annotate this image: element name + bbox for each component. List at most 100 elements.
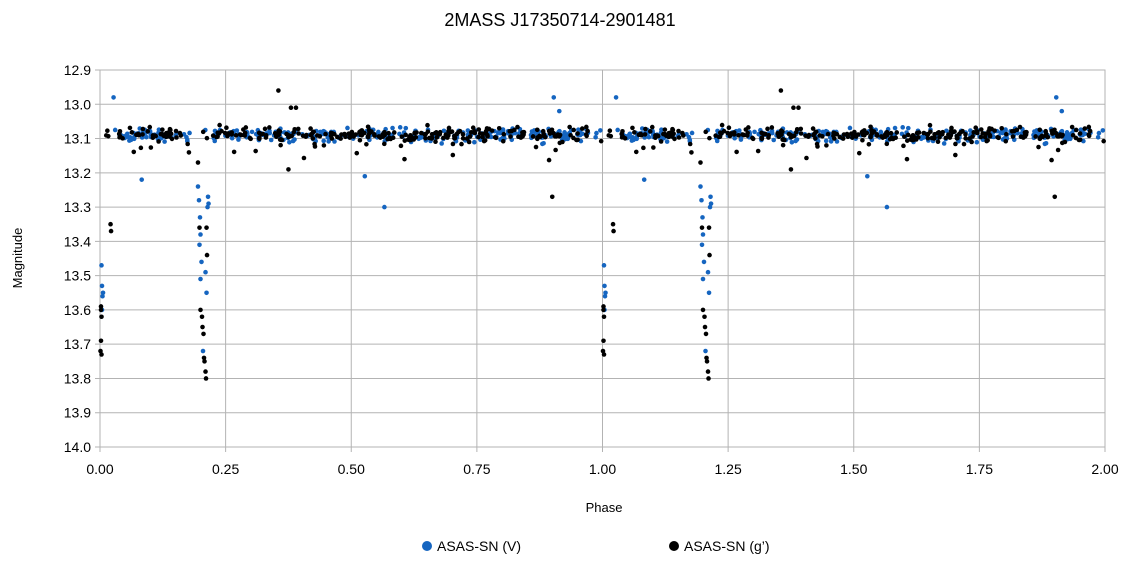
data-point-g <box>982 134 988 140</box>
data-point-g <box>160 127 165 132</box>
data-point-g <box>791 105 796 110</box>
data-point-v <box>593 135 598 140</box>
data-point-g <box>450 141 456 147</box>
data-point-g <box>168 131 174 137</box>
data-point-v <box>1095 135 1101 140</box>
data-point-g <box>970 134 975 139</box>
data-point-g <box>201 355 207 361</box>
data-point-g <box>963 136 968 141</box>
data-point-g <box>731 130 737 135</box>
data-point-g <box>703 331 709 337</box>
data-point-g <box>571 127 577 133</box>
data-point-g <box>971 130 977 135</box>
data-point-g <box>224 125 229 130</box>
data-point-g <box>477 131 483 136</box>
data-point-g <box>117 128 123 134</box>
data-point-v <box>439 141 444 146</box>
data-point-v <box>700 232 706 237</box>
data-point-g <box>516 134 521 140</box>
data-point-v <box>332 139 337 144</box>
data-point-g <box>943 135 949 141</box>
data-point-g <box>168 127 173 133</box>
data-point-g <box>99 352 104 357</box>
data-point-g <box>583 132 589 137</box>
data-point-g <box>601 338 606 344</box>
data-point-g <box>869 131 875 136</box>
data-point-g <box>156 139 161 144</box>
data-point-g <box>358 132 363 138</box>
data-point-g <box>202 359 207 364</box>
data-point-v <box>834 139 840 144</box>
data-point-v <box>865 173 870 179</box>
data-point-g <box>852 129 857 135</box>
data-point-g <box>229 130 235 135</box>
data-point-g <box>1056 134 1062 139</box>
data-point-v <box>100 290 106 296</box>
data-point-v <box>556 108 562 114</box>
data-point-g <box>500 138 506 144</box>
data-point-g <box>1055 147 1061 153</box>
y-tick-labels: 12.9 13.0 13.1 13.2 13.3 13.4 13.5 13.6 13.7 13.8… <box>64 62 91 455</box>
data-point-g <box>759 135 765 140</box>
data-point-g <box>619 135 625 140</box>
data-point-g <box>450 152 456 158</box>
data-point-g <box>423 135 428 141</box>
data-point-g <box>904 156 910 162</box>
data-point-g <box>364 141 369 147</box>
data-point-g <box>233 133 239 138</box>
data-point-g <box>291 129 297 135</box>
data-point-g <box>429 135 435 140</box>
data-point-v <box>111 95 116 100</box>
data-point-g <box>204 252 210 258</box>
data-point-g <box>105 133 111 139</box>
data-point-g <box>335 134 340 140</box>
data-point-v <box>198 276 203 282</box>
data-point-g <box>1014 127 1020 133</box>
data-point-g <box>460 132 466 137</box>
data-point-v <box>1043 140 1049 146</box>
data-point-g <box>860 137 865 143</box>
data-point-g <box>547 131 553 136</box>
data-point-g <box>288 105 294 110</box>
data-point-v <box>771 137 777 143</box>
data-point-v <box>200 348 206 354</box>
data-point-g <box>148 145 154 150</box>
data-point-g <box>574 137 579 143</box>
data-point-g <box>150 135 156 141</box>
data-point-g <box>954 133 960 139</box>
data-point-v <box>689 130 695 136</box>
data-point-g <box>782 137 787 143</box>
data-point-g <box>127 125 133 131</box>
data-point-g <box>601 314 607 320</box>
data-point-v <box>488 134 494 140</box>
data-point-g <box>665 132 671 138</box>
data-point-g <box>262 126 268 132</box>
data-point-g <box>884 141 890 147</box>
data-point-g <box>676 128 681 134</box>
data-point-g <box>1033 134 1038 139</box>
data-point-g <box>296 131 301 136</box>
data-point-g <box>484 126 490 131</box>
data-point-g <box>761 131 767 137</box>
data-point-g <box>973 125 979 131</box>
x-tick-label: 0.00 <box>86 461 113 477</box>
data-point-g <box>257 135 262 140</box>
data-point-v <box>1096 130 1102 136</box>
data-point-g <box>567 124 572 130</box>
data-point-g <box>449 129 455 134</box>
data-point-g <box>706 225 712 230</box>
data-point-v <box>602 293 608 299</box>
data-point-g <box>1049 157 1054 163</box>
data-point-v <box>199 259 204 265</box>
data-point-v <box>212 138 218 144</box>
data-point-g <box>489 128 495 133</box>
data-point-g <box>391 130 397 135</box>
data-point-g <box>940 129 946 135</box>
data-point-g <box>135 132 140 138</box>
data-point-g <box>798 126 804 132</box>
data-point-g <box>901 143 906 149</box>
data-point-v <box>701 259 707 265</box>
data-point-g <box>794 129 799 135</box>
data-point-v <box>397 125 403 130</box>
data-point-g <box>377 135 383 140</box>
